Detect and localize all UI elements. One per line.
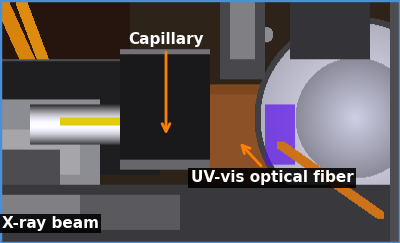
Text: X-ray beam: X-ray beam	[2, 216, 99, 231]
Text: UV-vis optical fiber: UV-vis optical fiber	[191, 145, 353, 185]
Text: Capillary: Capillary	[128, 32, 204, 131]
